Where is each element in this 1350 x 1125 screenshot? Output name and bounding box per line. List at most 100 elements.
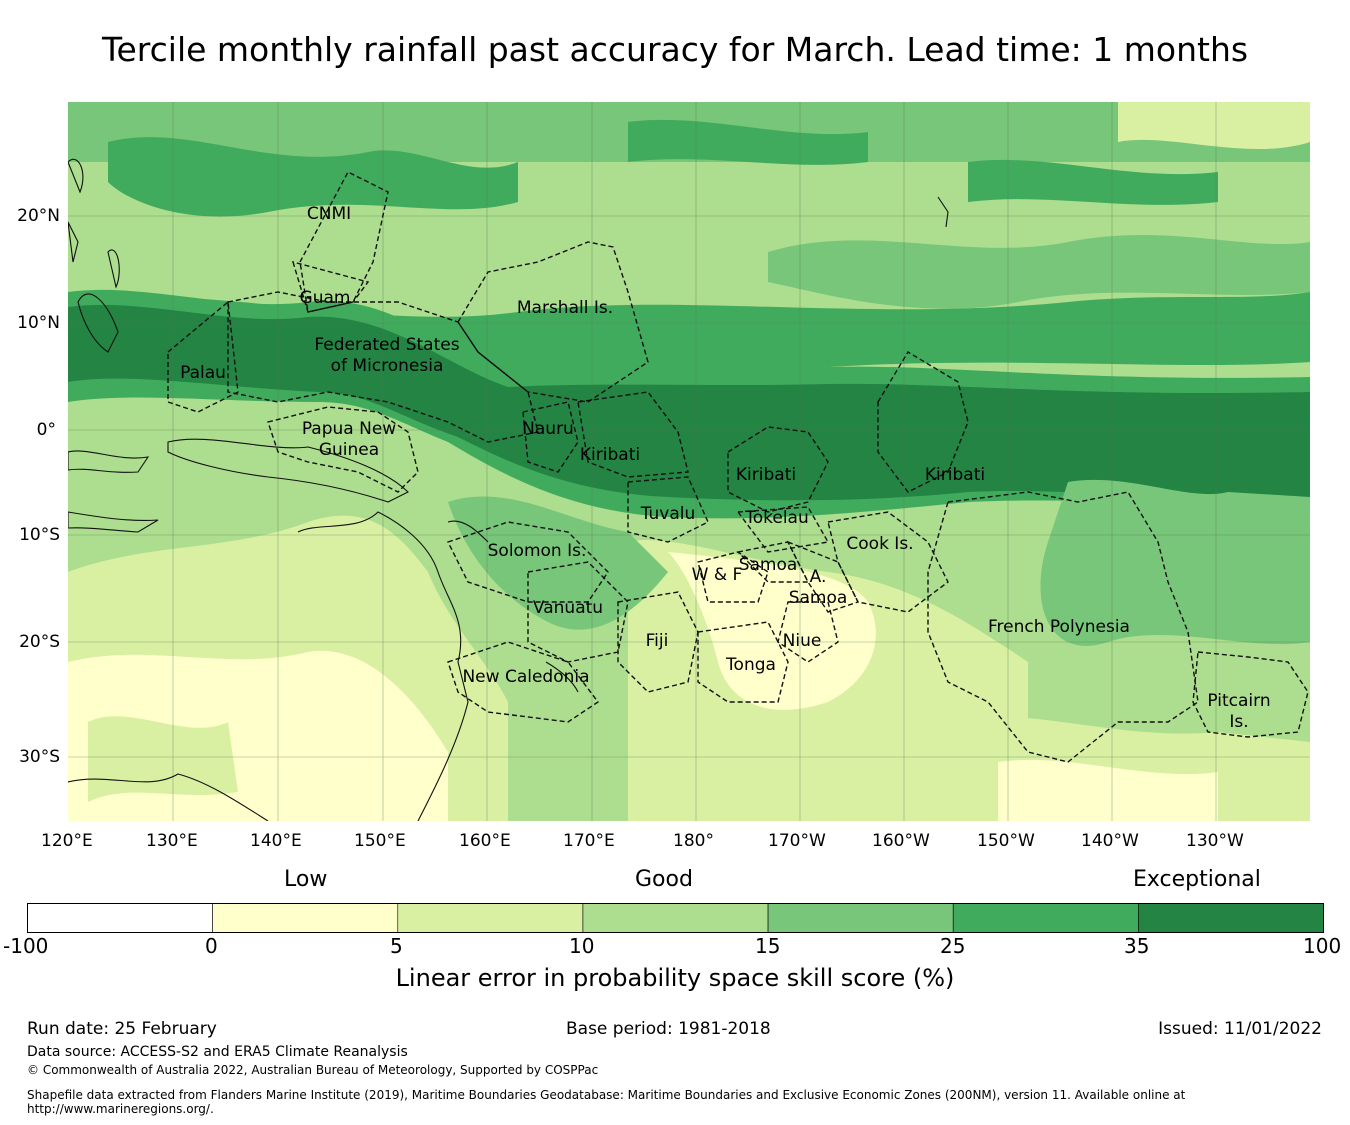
run-date: Run date: 25 February bbox=[27, 1019, 217, 1039]
samoa-eez bbox=[736, 541, 810, 583]
label-marshall: Marshall Is. bbox=[517, 298, 613, 318]
colorbar-category-good: Good bbox=[635, 867, 693, 892]
american-samoa-eez bbox=[786, 540, 859, 613]
colorbar-segment bbox=[212, 903, 399, 933]
label-samoa: Samoa bbox=[739, 555, 798, 575]
label-kiribati-east: Kiribati bbox=[925, 465, 985, 485]
map-title: Tercile monthly rainfall past accuracy f… bbox=[101, 30, 1249, 69]
new-guinea-coast bbox=[167, 438, 409, 503]
label-kiribati-central: Kiribati bbox=[736, 465, 796, 485]
colorbar-tick: -100 bbox=[3, 934, 49, 958]
label-fsm-2: of Micronesia bbox=[331, 356, 444, 376]
lon-label: 140°W bbox=[1081, 831, 1139, 851]
wallis-futuna-eez bbox=[697, 551, 769, 603]
png-eez bbox=[267, 406, 419, 493]
colorbar bbox=[27, 903, 1324, 933]
colorbar-category-exceptional: Exceptional bbox=[1133, 867, 1261, 892]
lon-label: 150°E bbox=[354, 831, 406, 851]
lat-label: 0° bbox=[36, 420, 56, 440]
colorbar-category-low: Low bbox=[284, 867, 328, 892]
colorbar-tick: 0 bbox=[205, 934, 218, 958]
label-palau: Palau bbox=[180, 363, 226, 383]
philippines-coast bbox=[77, 293, 119, 353]
colorbar-tick: 5 bbox=[390, 934, 403, 958]
lon-label: 180° bbox=[673, 831, 714, 851]
copyright: © Commonwealth of Australia 2022, Austra… bbox=[27, 1063, 599, 1077]
colorbar-tick: 15 bbox=[755, 934, 781, 958]
label-solomon: Solomon Is. bbox=[488, 541, 587, 561]
label-am-samoa-1: A. bbox=[810, 567, 827, 587]
label-fiji: Fiji bbox=[646, 631, 669, 651]
lon-label: 120°E bbox=[41, 831, 93, 851]
label-fsm-1: Federated States bbox=[314, 335, 459, 355]
label-new-caledonia: New Caledonia bbox=[462, 667, 589, 687]
label-vanuatu: Vanuatu bbox=[533, 598, 603, 618]
coastlines bbox=[68, 159, 949, 821]
fiji-eez bbox=[617, 591, 699, 693]
pitcairn-eez bbox=[1192, 651, 1309, 738]
nauru-eez bbox=[522, 401, 579, 473]
colorbar-tick: 10 bbox=[569, 934, 595, 958]
colorbar-segment bbox=[27, 903, 213, 933]
shapefile-credit-line-2[interactable]: http://www.marineregions.org/. bbox=[27, 1102, 214, 1116]
label-tonga: Tonga bbox=[725, 655, 776, 675]
label-cook: Cook Is. bbox=[846, 534, 913, 554]
tokelau-eez bbox=[736, 506, 830, 553]
label-png-2: Guinea bbox=[319, 440, 379, 460]
colorbar-segment bbox=[767, 903, 954, 933]
data-source: Data source: ACCESS-S2 and ERA5 Climate … bbox=[27, 1044, 408, 1060]
label-pitcairn-1: Pitcairn bbox=[1207, 691, 1270, 711]
colorbar-segment bbox=[582, 903, 769, 933]
lon-label: 130°E bbox=[146, 831, 198, 851]
australia-coast bbox=[297, 511, 469, 821]
tuvalu-eez bbox=[627, 476, 709, 543]
label-tokelau: Tokelau bbox=[744, 508, 809, 528]
colorbar-segment bbox=[397, 903, 584, 933]
eez-boundaries bbox=[167, 171, 1309, 763]
lat-label: 10°S bbox=[19, 525, 60, 545]
label-kiribati-west: Kiribati bbox=[580, 445, 640, 465]
colorbar-tick: 35 bbox=[1124, 934, 1150, 958]
tonga-eez bbox=[697, 621, 789, 703]
region-labels: CNMI Guam Marshall Is. Federated States … bbox=[180, 204, 1271, 732]
guam-eez bbox=[291, 261, 370, 313]
colorbar-segment bbox=[1138, 903, 1324, 933]
label-pitcairn-2: Is. bbox=[1229, 712, 1248, 732]
kiribati-west-eez bbox=[577, 391, 689, 478]
lon-label: 140°E bbox=[250, 831, 302, 851]
lat-label: 30°S bbox=[19, 747, 60, 767]
new-caledonia-eez bbox=[447, 641, 600, 723]
solomon-eez bbox=[447, 521, 609, 603]
colorbar-segment bbox=[952, 903, 1139, 933]
lon-label: 130°W bbox=[1186, 831, 1244, 851]
fsm-eez bbox=[227, 291, 539, 443]
kiribati-east-eez bbox=[877, 351, 969, 493]
label-nauru: Nauru bbox=[522, 419, 574, 439]
label-niue: Niue bbox=[783, 631, 822, 651]
lon-label: 150°W bbox=[977, 831, 1035, 851]
colorbar-tick: 100 bbox=[1303, 934, 1342, 958]
label-tuvalu: Tuvalu bbox=[640, 504, 696, 524]
french-polynesia-eez bbox=[927, 491, 1199, 763]
lon-label: 170°E bbox=[563, 831, 615, 851]
label-png-1: Papua New bbox=[302, 419, 396, 439]
colorbar-title: Linear error in probability space skill … bbox=[395, 964, 955, 992]
issued-date: Issued: 11/01/2022 bbox=[1158, 1019, 1322, 1039]
lon-label: 160°W bbox=[872, 831, 930, 851]
base-period: Base period: 1981-2018 bbox=[566, 1019, 771, 1039]
marshall-eez bbox=[457, 241, 649, 403]
label-guam: Guam bbox=[300, 288, 351, 308]
palau-eez bbox=[167, 300, 239, 413]
lat-label: 10°N bbox=[17, 313, 60, 333]
lat-label: 20°N bbox=[17, 206, 60, 226]
skill-map: CNMI Guam Marshall Is. Federated States … bbox=[68, 102, 1310, 821]
kiribati-central-eez bbox=[727, 426, 829, 513]
label-wallis-futuna: W & F bbox=[692, 565, 743, 585]
cnmi-eez bbox=[299, 171, 389, 313]
niue-eez bbox=[777, 601, 839, 663]
label-am-samoa-2: Samoa bbox=[789, 588, 848, 608]
lat-label: 20°S bbox=[19, 632, 60, 652]
shapefile-credit-line-1: Shapefile data extracted from Flanders M… bbox=[27, 1088, 1186, 1102]
colorbar-tick: 25 bbox=[940, 934, 966, 958]
lon-label: 170°W bbox=[768, 831, 826, 851]
